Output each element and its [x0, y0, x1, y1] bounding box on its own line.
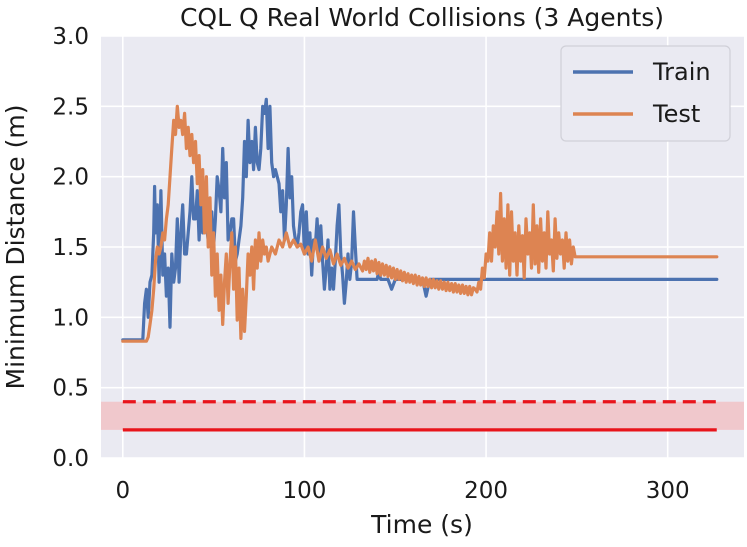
y-tick-label-0: 0.0 — [52, 446, 89, 472]
safety-band — [101, 401, 744, 430]
legend-test-label: Test — [652, 100, 700, 128]
legend-box — [560, 45, 731, 142]
x-tick-label-0: 0 — [115, 478, 130, 504]
y-tick-label-4: 2.0 — [52, 165, 89, 191]
y-tick-label-6: 3.0 — [52, 24, 89, 50]
x-tick-label-1: 100 — [282, 478, 326, 504]
series-line-train — [121, 97, 719, 342]
reference-lines — [122, 400, 717, 432]
x-tick-label-2: 200 — [464, 478, 508, 504]
tick-labels: 0 100 200 300 0.0 0.5 1.0 1.5 2.0 2.5 3.0 — [52, 24, 689, 504]
series-line-test — [121, 104, 719, 343]
legend: Train Test — [560, 45, 731, 142]
y-tick-label-5: 2.5 — [52, 94, 89, 120]
y-axis-label: Minimum Distance (m) — [1, 105, 30, 390]
x-tick-label-3: 300 — [646, 478, 690, 504]
x-axis-label: Time (s) — [370, 510, 473, 539]
band-layer — [101, 401, 744, 430]
series-layer — [121, 97, 719, 343]
y-tick-label-1: 0.5 — [52, 376, 89, 402]
y-tick-label-2: 1.0 — [52, 305, 89, 331]
chart-title: CQL Q Real World Collisions (3 Agents) — [180, 3, 664, 32]
y-tick-label-3: 1.5 — [52, 235, 89, 261]
legend-train-label: Train — [652, 58, 711, 86]
